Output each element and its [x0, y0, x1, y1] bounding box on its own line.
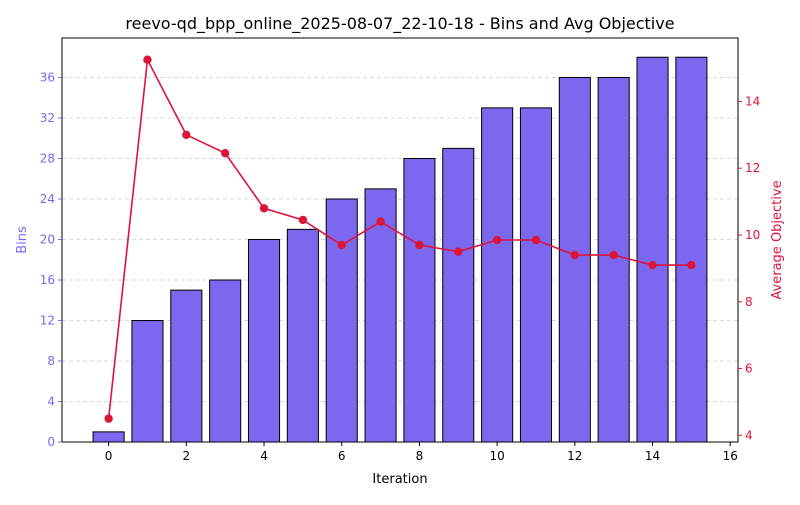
bar	[403, 157, 436, 443]
bar	[636, 56, 669, 443]
objective-point	[454, 247, 463, 256]
y-left-tick-label: 20	[40, 232, 55, 246]
objective-point	[182, 130, 191, 140]
y-left-tick-label: 8	[47, 354, 55, 368]
bar	[247, 238, 281, 443]
y-left-tick-label: 12	[40, 313, 55, 327]
x-axis-label: Iteration	[372, 472, 427, 487]
objective-point	[648, 260, 657, 270]
bar	[481, 107, 514, 443]
x-tick-label: 0	[105, 449, 113, 463]
x-tick-label: 6	[338, 449, 346, 463]
x-tick-label: 4	[260, 449, 268, 463]
y-left-tick-label: 36	[40, 70, 55, 84]
objective-point	[415, 240, 424, 250]
bar	[442, 147, 475, 443]
x-tick-label: 2	[183, 449, 191, 463]
bar	[558, 76, 591, 443]
y-right-tick-label: 12	[745, 161, 760, 175]
objective-point	[609, 250, 618, 260]
bar-series	[92, 56, 708, 443]
bar	[92, 431, 125, 443]
bar	[170, 289, 203, 443]
objective-point	[259, 204, 269, 213]
bar	[286, 228, 319, 443]
bar	[597, 76, 630, 443]
objective-point	[104, 414, 113, 423]
objective-point	[570, 250, 580, 260]
x-tick-label: 12	[567, 449, 582, 463]
bar	[519, 107, 553, 443]
y-left-tick-label: 32	[40, 111, 55, 125]
y-right-tick-label: 10	[745, 228, 760, 242]
objective-point	[337, 240, 346, 250]
bar	[675, 56, 708, 443]
y-right-tick-label: 14	[745, 94, 760, 108]
line-series	[104, 55, 696, 423]
y-axis-right-label: Average Objective	[770, 180, 785, 299]
bar	[131, 319, 164, 443]
bar	[209, 279, 242, 443]
objective-point	[492, 235, 502, 245]
objective-point	[687, 260, 696, 270]
y-right-tick-label: 4	[745, 428, 753, 442]
objective-point	[220, 148, 230, 158]
y-left-tick-label: 4	[47, 394, 55, 408]
objective-point	[143, 55, 152, 64]
plot-frame	[61, 37, 739, 443]
objective-point	[376, 217, 385, 226]
chart-title: reevo-qd_bpp_online_2025-08-07_22-10-18 …	[125, 14, 674, 34]
y-left-tick-label: 0	[47, 435, 55, 449]
y-right-tick-label: 6	[745, 362, 753, 376]
y-left-tick-label: 24	[40, 192, 55, 206]
x-tick-label: 8	[416, 449, 424, 463]
objective-line	[107, 56, 692, 419]
x-tick-label: 16	[723, 449, 738, 463]
objective-point	[531, 235, 541, 245]
x-tick-label: 10	[489, 449, 504, 463]
bar	[325, 198, 358, 443]
y-left-tick-label: 16	[40, 273, 55, 287]
y-left-tick-label: 28	[40, 151, 55, 165]
y-axis-left-label: Bins	[15, 226, 30, 254]
bar	[364, 188, 397, 443]
y-right-tick-label: 8	[745, 295, 753, 309]
objective-point	[298, 215, 308, 225]
x-tick-label: 14	[645, 449, 660, 463]
